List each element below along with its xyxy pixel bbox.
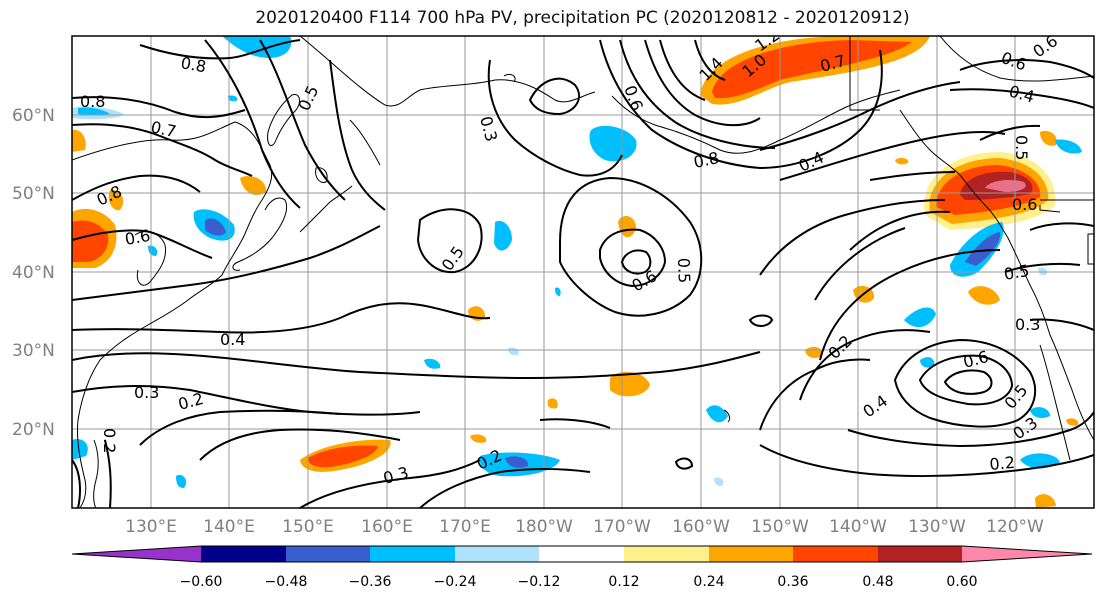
latitude-labels: 60°N 50°N 40°N 30°N 20°N (12, 106, 55, 440)
colorbar-cell (72, 546, 201, 562)
colorbar-tick-label: 0.48 (862, 574, 893, 590)
lon-label: 140°E (203, 517, 255, 537)
contour-label: 0.7 (149, 117, 178, 141)
contour-label: 0.5 (294, 83, 322, 114)
lat-label: 20°N (12, 420, 55, 440)
contour-label: 0.6 (1012, 195, 1037, 214)
lon-label: 170°E (439, 517, 491, 537)
colorbar-tick-label: −0.48 (265, 574, 308, 590)
colorbar-cell (878, 546, 962, 562)
map-frame (71, 35, 1095, 509)
lat-label: 60°N (12, 106, 55, 126)
coastlines (72, 36, 1094, 508)
lon-label: 160°E (361, 517, 413, 537)
contour-label: 0.8 (692, 148, 721, 172)
colorbar-cell (709, 546, 793, 562)
colorbar-cells (71, 545, 1093, 563)
contour-label: 0.3 (381, 463, 411, 488)
lat-label: 30°N (12, 341, 55, 361)
graticule (72, 36, 1094, 508)
colorbar-tick-label: −0.12 (518, 574, 561, 590)
contour-label: 0.6 (961, 347, 991, 372)
colorbar-cell (624, 546, 709, 562)
colorbar: −0.60 −0.48 −0.36 −0.24 −0.12 0.12 0.24 … (71, 545, 1093, 590)
colorbar-tick-label: −0.24 (434, 574, 477, 590)
lat-label: 40°N (12, 263, 55, 283)
lon-label: 120°W (986, 517, 1044, 537)
contour-labels: 0.8 0.8 0.7 0.5 0.3 0.6 0.8 1.4 1.0 1.2 … (80, 8, 1077, 488)
colorbar-cell (962, 546, 1092, 562)
contour-label: 0.3 (134, 383, 159, 402)
contour-label: 0.2 (100, 428, 119, 453)
lon-label: 130°W (908, 517, 966, 537)
colorbar-cell (286, 546, 370, 562)
colorbar-tick-label: 0.36 (777, 574, 808, 590)
contour-label: 0.4 (796, 148, 827, 176)
pv-contours (72, 39, 1094, 508)
contour-label: 0.4 (220, 330, 245, 349)
lon-label: 140°W (829, 517, 887, 537)
colorbar-ticks: −0.60 −0.48 −0.36 −0.24 −0.12 0.12 0.24 … (180, 574, 978, 590)
contour-label: 0.6 (123, 226, 151, 249)
colorbar-tick-label: −0.36 (349, 574, 392, 590)
contour-label: 0.8 (179, 53, 207, 76)
contour-label: 0.5 (1012, 135, 1031, 160)
colorbar-tick-label: −0.60 (180, 574, 223, 590)
longitude-labels: 130°E 140°E 150°E 160°E 170°E 180°W 170°… (125, 517, 1044, 537)
contour-label: 0.3 (476, 114, 501, 144)
contour-label: 0.6 (620, 83, 647, 113)
colorbar-cell (539, 546, 624, 562)
contour-label: 0.2 (1045, 8, 1077, 39)
precip-shading (72, 36, 1082, 508)
map-title: 2020120400 F114 700 hPa PV, precipitatio… (255, 8, 910, 28)
colorbar-tick-label: 0.24 (693, 574, 724, 590)
contour-label: 0.2 (989, 453, 1016, 474)
lon-label: 170°W (593, 517, 651, 537)
lon-label: 150°E (282, 517, 334, 537)
contour-label: 0.4 (1007, 82, 1037, 107)
map-area: 0.8 0.8 0.7 0.5 0.3 0.6 0.8 1.4 1.0 1.2 … (72, 8, 1094, 508)
contour-label: 0.2 (176, 389, 206, 414)
contour-label: 0.5 (674, 257, 694, 283)
contour-label: 0.5 (1001, 381, 1032, 413)
colorbar-tick-label: 0.60 (946, 574, 977, 590)
contour-label: 0.6 (999, 48, 1029, 75)
colorbar-tick-label: 0.12 (608, 574, 639, 590)
colorbar-cell (370, 546, 455, 562)
colorbar-outline (71, 545, 1093, 563)
lat-label: 50°N (12, 184, 55, 204)
contour-label: 0.6 (629, 266, 661, 295)
lon-label: 150°W (751, 517, 809, 537)
lon-label: 160°W (672, 517, 730, 537)
contour-label: 0.3 (1015, 315, 1040, 334)
contour-label: 0.4 (859, 391, 891, 421)
contour-label: 0.5 (1002, 261, 1030, 284)
colorbar-cell (455, 546, 539, 562)
lon-label: 130°E (125, 517, 177, 537)
contour-label: 0.8 (80, 92, 105, 111)
colorbar-cell (793, 546, 878, 562)
lon-label: 180°W (515, 517, 573, 537)
colorbar-cell (201, 546, 286, 562)
